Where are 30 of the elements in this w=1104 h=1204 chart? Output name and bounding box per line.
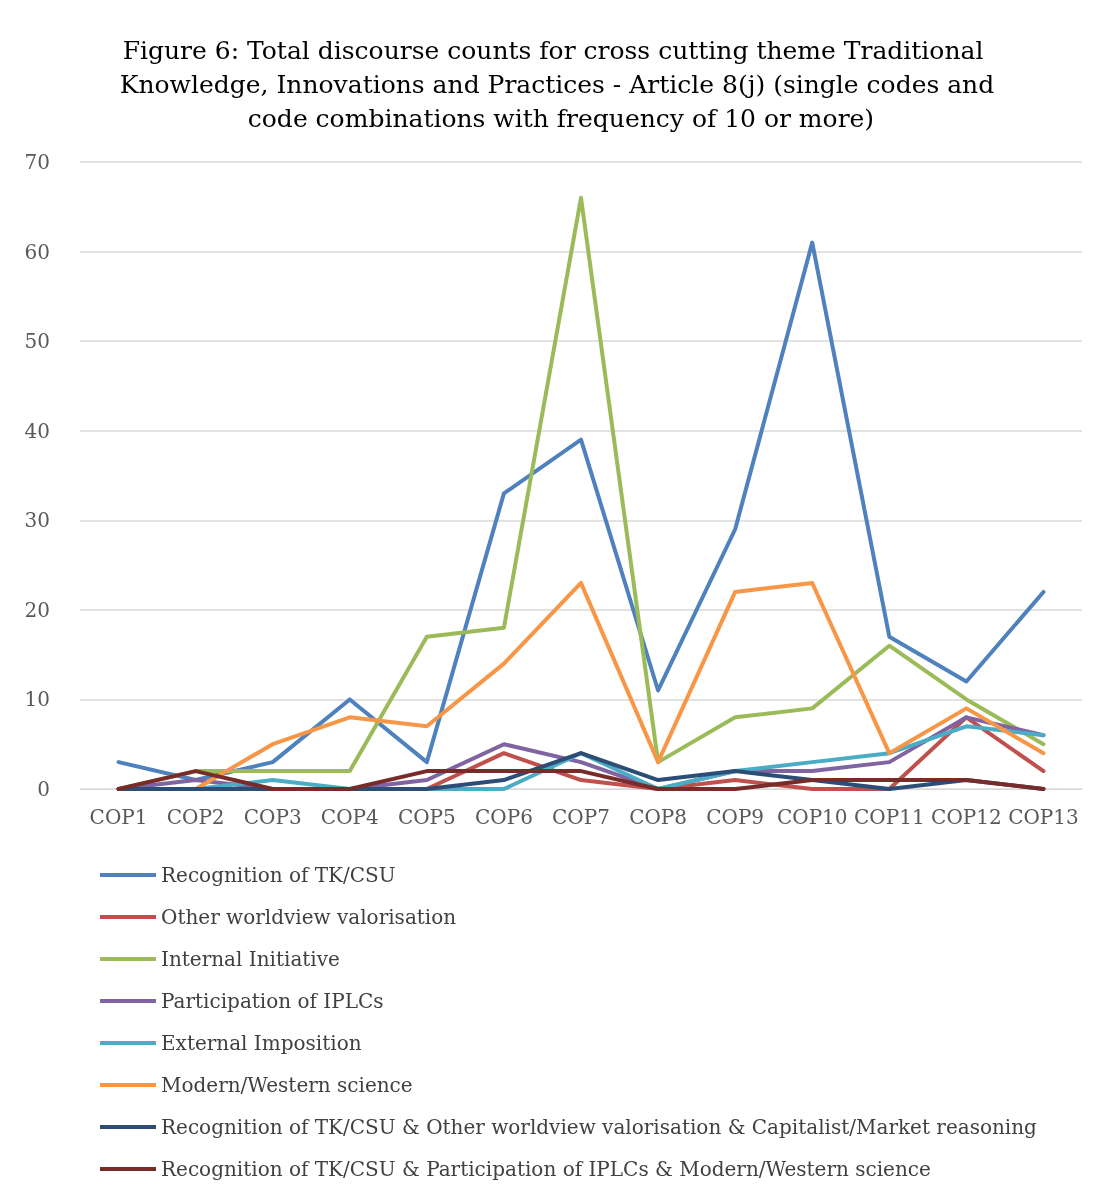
legend-label: Recognition of TK/CSU & Other worldview valorisation & Capitalist/Market reasoning bbox=[161, 1115, 1038, 1139]
y-tick-label: 50 bbox=[24, 329, 50, 354]
x-tick-label: COP6 bbox=[474, 805, 533, 829]
x-tick-label: COP10 bbox=[776, 805, 848, 829]
legend-label: Participation of IPLCs bbox=[161, 989, 384, 1013]
y-tick-label: 10 bbox=[24, 687, 50, 712]
x-tick-label: COP1 bbox=[89, 805, 148, 829]
y-tick-label: 30 bbox=[24, 508, 50, 533]
x-tick-label: COP11 bbox=[854, 805, 925, 829]
x-tick-label: COP7 bbox=[552, 805, 610, 829]
x-tick-label: COP4 bbox=[320, 805, 379, 829]
legend-label: Recognition of TK/CSU bbox=[161, 863, 396, 887]
x-tick-label: COP2 bbox=[166, 805, 225, 829]
x-tick-label: COP13 bbox=[1008, 805, 1079, 829]
legend-label: External Imposition bbox=[161, 1031, 362, 1055]
x-tick-label: COP8 bbox=[629, 805, 688, 829]
x-tick-label: COP5 bbox=[397, 805, 456, 829]
x-tick-label: COP3 bbox=[243, 805, 302, 829]
y-tick-label: 60 bbox=[24, 239, 50, 264]
y-tick-label: 70 bbox=[24, 150, 50, 174]
legend-label: Recognition of TK/CSU & Participation of IPLCs & Modern/Western science bbox=[161, 1157, 931, 1181]
y-tick-label: 20 bbox=[24, 597, 50, 622]
chart-title: Figure 6: Total discourse counts for cross cutting theme Traditional Knowledge, Innovations and Practices - Article 8(j) (single codes and code combinations with frequency of 10 or more) bbox=[119, 35, 995, 133]
y-tick-label: 0 bbox=[37, 777, 50, 801]
x-tick-label: COP9 bbox=[706, 805, 765, 829]
legend-label: Internal Initiative bbox=[161, 947, 340, 971]
legend-label: Other worldview valorisation bbox=[161, 905, 457, 929]
y-tick-label: 40 bbox=[24, 418, 50, 443]
x-tick-label: COP12 bbox=[931, 805, 1002, 829]
legend-label: Modern/Western science bbox=[161, 1073, 413, 1097]
